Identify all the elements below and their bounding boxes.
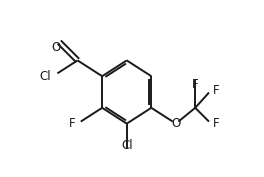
Text: Cl: Cl bbox=[40, 70, 51, 83]
Text: F: F bbox=[192, 78, 199, 91]
Text: F: F bbox=[213, 84, 219, 97]
Text: F: F bbox=[213, 117, 219, 130]
Text: O: O bbox=[171, 117, 181, 130]
Text: O: O bbox=[52, 41, 61, 54]
Text: F: F bbox=[69, 117, 76, 130]
Text: Cl: Cl bbox=[121, 139, 133, 152]
